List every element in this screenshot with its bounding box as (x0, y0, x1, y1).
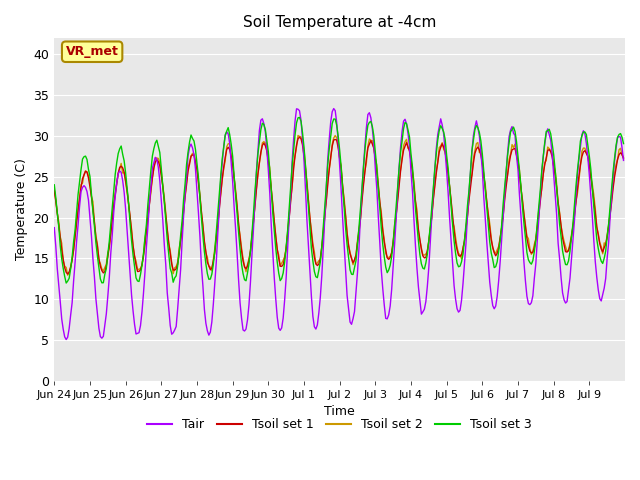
Legend: Tair, Tsoil set 1, Tsoil set 2, Tsoil set 3: Tair, Tsoil set 1, Tsoil set 2, Tsoil se… (142, 413, 537, 436)
X-axis label: Time: Time (324, 405, 355, 418)
Y-axis label: Temperature (C): Temperature (C) (15, 158, 28, 260)
Text: VR_met: VR_met (66, 45, 118, 58)
Title: Soil Temperature at -4cm: Soil Temperature at -4cm (243, 15, 436, 30)
